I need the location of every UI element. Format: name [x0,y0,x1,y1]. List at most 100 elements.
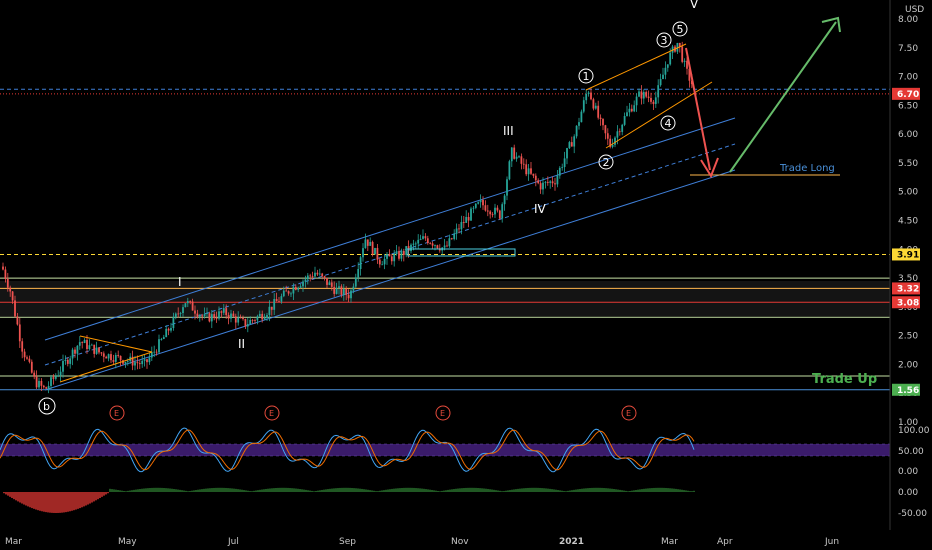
candle-body [486,210,489,212]
svg-text:2: 2 [603,156,610,169]
candle-body [412,243,415,245]
candle-body [302,281,304,287]
candle-body [609,138,612,147]
candle-body [40,380,43,386]
candle-body [110,354,112,361]
price-tick-label: 8.00 [898,15,918,25]
candle-body [292,286,295,294]
candle-body [38,380,40,388]
candle-body [126,361,129,362]
candle-body [326,277,328,285]
candle-body [275,299,278,302]
candle-body [465,216,468,223]
trade-up-label: Trade Up [812,372,877,387]
candle-body [429,243,432,244]
candle-body [225,308,228,316]
candle-body [165,328,168,338]
candle-body [568,142,571,149]
candle-body [462,222,465,223]
price-tick-label: 1.00 [898,418,918,428]
wave-label-I: I [178,275,182,289]
price-tick-label: 3.50 [898,274,918,284]
earnings-marker-2[interactable]: E [264,405,280,421]
candle-body [251,319,254,321]
earnings-marker-3[interactable]: E [435,405,451,421]
candle-body [606,133,609,139]
candle-body [484,205,487,211]
wave-circle-1: 1 [578,68,594,84]
candle-body [652,101,655,104]
candle-body [345,288,348,295]
channel-lower [44,169,736,391]
candle-body [210,314,213,322]
candle-body [186,301,189,304]
candle-body [119,355,122,361]
candle-body [503,195,506,205]
candle-body [525,164,528,175]
time-tick-label: Mar [661,537,678,547]
candle-body [26,357,28,359]
candle-body [242,317,244,319]
candle-body [678,42,681,47]
candle-body [395,251,398,255]
candle-body [666,64,669,68]
price-tick-label: 6.50 [898,101,918,111]
candle-body [311,275,314,277]
candle-body [28,358,31,362]
candle-body [83,339,86,343]
candle-body [657,85,660,98]
candle-body [54,376,57,379]
earnings-marker-1[interactable]: E [109,405,125,421]
candle-body [16,316,19,325]
horizontal-levels [0,88,890,391]
candle-body [230,313,232,319]
candle-body [659,79,662,86]
candle-body [554,183,556,185]
earnings-marker-4[interactable]: E [621,405,637,421]
triangle-upper [79,335,153,353]
candle-body [388,254,391,257]
candle-body [621,124,624,132]
candle-body [398,251,400,259]
candle-body [333,286,336,294]
candle-body [148,357,151,363]
candle-body [100,352,103,354]
time-tick-label: Apr [717,537,733,547]
candle-body [246,324,249,327]
candle-body [206,313,208,315]
candle-body [448,238,451,247]
stoch-d-line [0,429,695,471]
candle-body [479,199,482,203]
candle-body [306,275,309,280]
candle-body [167,328,170,331]
candle-body [30,361,33,373]
candle-body [59,371,62,376]
candle-body [460,222,463,230]
price-axis: 8.007.507.006.506.005.505.004.504.003.50… [898,15,918,428]
candle-body [14,300,16,317]
candle-body [57,375,60,377]
candle-body [623,116,626,125]
candle-body [278,301,280,303]
candle-body [342,288,345,295]
price-badge-label: 3.32 [897,284,919,294]
candle-body [537,180,540,184]
candle-body [470,208,472,221]
candle-body [590,92,592,100]
candle-body [532,173,535,176]
candle-body [645,91,648,97]
candle-body [194,310,196,314]
wave-label-V: V [690,0,699,11]
time-axis: Mar May Jul Sep Nov 2021 Mar Apr Jun [5,537,839,547]
candles [2,41,693,394]
candle-body [105,356,108,359]
candle-body [294,286,297,290]
price-tick-label: 7.50 [898,44,918,54]
svg-text:4: 4 [665,117,672,130]
candle-body [304,279,307,282]
candle-body [510,147,513,162]
candle-body [47,385,50,389]
up-arrow [729,21,837,173]
candle-body [506,179,508,196]
